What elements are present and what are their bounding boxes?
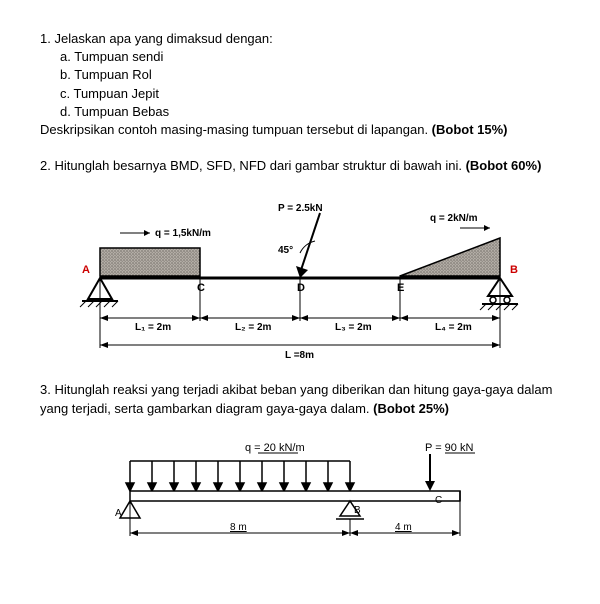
fig1-E: E (397, 282, 404, 294)
q1-desc: Deskripsikan contoh masing-masing tumpua… (40, 122, 432, 137)
q1-d: d. Tumpuan Bebas (60, 103, 560, 121)
q3-weight: (Bobot 25%) (373, 401, 449, 416)
question-3: 3. Hitunglah reaksi yang terjadi akibat … (40, 381, 560, 417)
fig1-A: A (82, 264, 90, 276)
fig1-L1: L₁ = 2m (135, 322, 171, 333)
fig1-qright: q = 2kN/m (430, 213, 478, 224)
fig1-angle: 45° (278, 245, 293, 256)
fig1-Ltot: L =8m (285, 350, 314, 361)
q1-num: 1. (40, 31, 51, 46)
q1-a: a. Tumpuan sendi (60, 48, 560, 66)
fig1-P: P = 2.5kN (278, 203, 323, 214)
fig2-L2: 4 m (395, 522, 412, 533)
q1-prompt: Jelaskan apa yang dimaksud dengan: (54, 31, 272, 46)
q3-num: 3. (40, 382, 51, 397)
fig2-B: B (354, 505, 361, 516)
q3-text: Hitunglah reaksi yang terjadi akibat beb… (40, 382, 552, 415)
fig1-qleft: q = 1,5kN/m (155, 228, 211, 239)
fig1-L2: L₂ = 2m (235, 322, 272, 333)
question-2: 2. Hitunglah besarnya BMD, SFD, NFD dari… (40, 157, 560, 175)
question-1: 1. Jelaskan apa yang dimaksud dengan: a.… (40, 30, 560, 139)
fig2-A: A (115, 508, 122, 519)
q2-num: 2. (40, 158, 51, 173)
beam-diagram-2: q = 20 kN/m P = 90 kN A B C 8 m 4 m (90, 436, 510, 556)
fig2-P: P = 90 kN (425, 442, 473, 454)
fig2-L1: 8 m (230, 522, 247, 533)
fig2-C: C (435, 495, 442, 506)
fig1-B: B (510, 264, 518, 276)
q1-c: c. Tumpuan Jepit (60, 85, 560, 103)
figure-2: q = 20 kN/m P = 90 kN A B C 8 m 4 m (40, 436, 560, 556)
q2-text: Hitunglah besarnya BMD, SFD, NFD dari ga… (54, 158, 465, 173)
fig1-D: D (297, 282, 305, 294)
q1-b: b. Tumpuan Rol (60, 66, 560, 84)
fig2-q: q = 20 kN/m (245, 442, 305, 454)
fig1-L3: L₃ = 2m (335, 322, 372, 333)
fig1-C: C (197, 282, 205, 294)
q2-weight: (Bobot 60%) (466, 158, 542, 173)
fig1-L4: L₄ = 2m (435, 322, 472, 333)
beam-diagram-1: q = 1,5kN/m P = 2.5kN 45° q = 2kN/m A C … (60, 193, 540, 363)
figure-1: q = 1,5kN/m P = 2.5kN 45° q = 2kN/m A C … (40, 193, 560, 363)
q1-weight: (Bobot 15%) (432, 122, 508, 137)
